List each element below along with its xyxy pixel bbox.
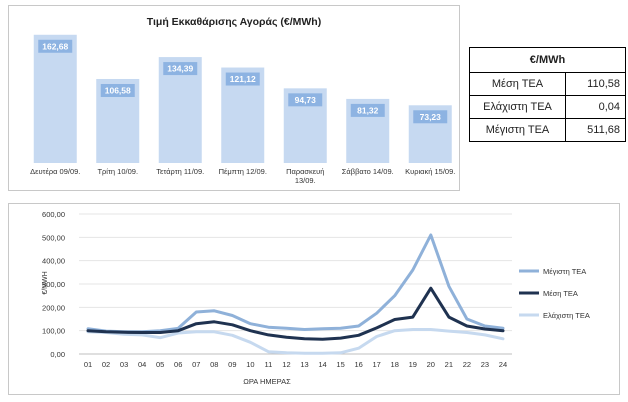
y-tick-label: 200,00 xyxy=(42,303,65,312)
x-tick-label: 11 xyxy=(265,360,273,369)
x-tick-label: 22 xyxy=(463,360,471,369)
stats-row-label: Μέση ΤΕΑ xyxy=(469,72,566,96)
x-tick-label: 01 xyxy=(84,360,92,369)
x-tick-label: 14 xyxy=(318,360,326,369)
stats-row-label: Ελάχιστη ΤΕΑ xyxy=(469,95,566,119)
bar-value-label: 106,58 xyxy=(105,85,131,95)
stats-row: Μέση ΤΕΑ 110,58 xyxy=(469,72,626,96)
series-line xyxy=(86,233,505,334)
x-tick-label: 04 xyxy=(138,360,146,369)
legend-label: Μέγιστη ΤΕΑ xyxy=(543,267,586,276)
bar-category-label: Σάββατο 14/09. xyxy=(342,167,394,176)
stats-row: Ελάχιστη ΤΕΑ 0,04 xyxy=(469,95,626,119)
y-tick-label: 500,00 xyxy=(42,233,65,242)
stats-row-value: 0,04 xyxy=(565,95,626,119)
x-tick-label: 21 xyxy=(445,360,453,369)
price-stats-table: €/MWh Μέση ΤΕΑ 110,58 Ελάχιστη ΤΕΑ 0,04 … xyxy=(469,47,626,142)
series-line xyxy=(86,328,505,355)
y-tick-label: 100,00 xyxy=(42,327,65,336)
x-tick-label: 13 xyxy=(300,360,308,369)
x-tick-label: 05 xyxy=(156,360,164,369)
bar-value-label-box xyxy=(288,93,323,107)
bar-value-label-box xyxy=(413,110,448,124)
bar-category-label: Πέμπτη 12/09. xyxy=(219,167,267,176)
bar-value-label-box xyxy=(38,39,73,53)
bar-value-label: 94,73 xyxy=(295,95,317,105)
bar-value-label: 134,39 xyxy=(167,64,193,74)
x-tick-label: 08 xyxy=(210,360,218,369)
x-tick-label: 06 xyxy=(174,360,182,369)
x-tick-label: 24 xyxy=(499,360,507,369)
x-tick-label: 02 xyxy=(102,360,110,369)
y-tick-label: 400,00 xyxy=(42,257,65,266)
x-tick-label: 18 xyxy=(391,360,399,369)
x-tick-label: 17 xyxy=(373,360,381,369)
hourly-price-line-chart: ΩΡΑ ΗΜΕΡΑΣ €/MWH 0,00 100,00 200,00 300,00 4… xyxy=(42,210,590,386)
stats-row-value: 511,68 xyxy=(565,118,626,142)
bar-category-label: Κυριακή 15/09. xyxy=(405,167,455,176)
daily-price-bar-chart-panel: Τιμή Εκκαθάρισης Αγοράς (€/MWh) 162,68 Δε… xyxy=(8,5,460,191)
y-tick-label: 600,00 xyxy=(42,210,65,219)
stats-row-value: 110,58 xyxy=(565,72,626,96)
stats-row: Μέγιστη ΤΕΑ 511,68 xyxy=(469,118,626,142)
y-tick-label: 300,00 xyxy=(42,280,65,289)
x-tick-label: 03 xyxy=(120,360,128,369)
x-tick-label: 23 xyxy=(481,360,489,369)
bar-category-label: Δευτέρα 09/09. xyxy=(30,167,80,176)
y-tick-label: 0,00 xyxy=(50,350,65,359)
bar-value-label-box xyxy=(350,103,385,117)
x-tick-label: 20 xyxy=(427,360,435,369)
bar-value-label-box xyxy=(100,83,135,97)
bar-category-label: Τετάρτη 11/09. xyxy=(156,167,204,176)
series-line xyxy=(86,286,505,341)
bar-value-label: 121,12 xyxy=(230,74,256,84)
bar-value-label-box xyxy=(225,72,260,86)
legend-label: Ελάχιστη ΤΕΑ xyxy=(543,311,590,320)
bar-value-label: 162,68 xyxy=(42,41,68,51)
x-tick-label: 19 xyxy=(409,360,417,369)
stats-header: €/MWh xyxy=(469,47,626,73)
bar-category-label: 13/09. xyxy=(295,176,316,185)
stats-header-row: €/MWh xyxy=(469,47,626,73)
x-tick-label: 15 xyxy=(336,360,344,369)
x-tick-label: 16 xyxy=(354,360,362,369)
bar-category-label: Παρασκευή xyxy=(286,167,324,176)
line-chart-ylabel: €/MWH xyxy=(42,271,49,294)
bar xyxy=(33,34,77,163)
stats-row-label: Μέγιστη ΤΕΑ xyxy=(469,118,566,142)
bar-value-label: 81,32 xyxy=(357,105,379,115)
legend-label: Μέση ΤΕΑ xyxy=(543,289,578,298)
x-tick-label: 07 xyxy=(192,360,200,369)
x-tick-label: 09 xyxy=(228,360,236,369)
bar-value-label: 73,23 xyxy=(420,112,442,122)
line-chart-xlabel: ΩΡΑ ΗΜΕΡΑΣ xyxy=(243,377,291,386)
x-tick-label: 10 xyxy=(246,360,254,369)
bar-chart-title: Τιμή Εκκαθάρισης Αγοράς (€/MWh) xyxy=(147,16,321,28)
bar-value-label-box xyxy=(163,62,198,76)
daily-price-bar-chart: Τιμή Εκκαθάρισης Αγοράς (€/MWh) 162,68 Δε… xyxy=(30,16,455,185)
hourly-price-line-chart-panel: ΩΡΑ ΗΜΕΡΑΣ €/MWH 0,00 100,00 200,00 300,00 4… xyxy=(8,203,620,395)
bar-category-label: Τρίτη 10/09. xyxy=(97,167,138,176)
x-tick-label: 12 xyxy=(282,360,290,369)
